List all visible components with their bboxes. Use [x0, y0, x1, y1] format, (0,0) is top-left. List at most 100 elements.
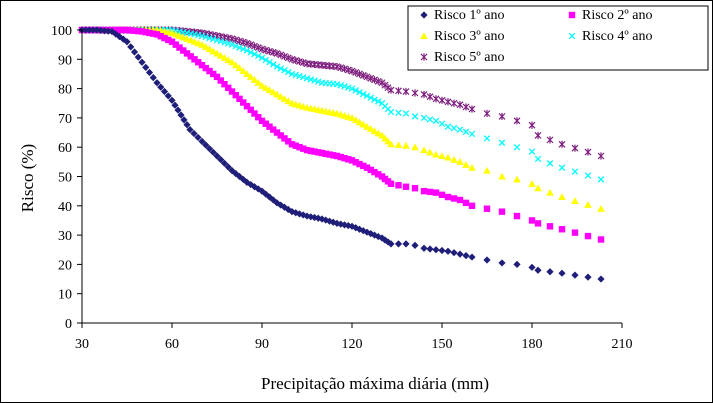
data-point [420, 244, 428, 252]
data-point [198, 137, 206, 145]
data-point [450, 195, 458, 202]
legend-label: Risco 1º ano [434, 8, 504, 23]
data-point [202, 33, 210, 41]
data-point [394, 240, 403, 248]
data-point [513, 260, 521, 268]
data-point [123, 38, 131, 46]
data-point [546, 268, 554, 276]
data-point [468, 130, 476, 138]
data-point [307, 147, 314, 155]
data-point [456, 196, 464, 204]
data-point [180, 47, 187, 54]
data-point [348, 67, 356, 75]
data-point [183, 121, 191, 129]
data-point [468, 253, 476, 261]
x-tick-label: 180 [522, 337, 543, 352]
data-point [468, 163, 476, 171]
data-point [426, 116, 434, 123]
data-point [432, 117, 440, 125]
data-point [149, 74, 157, 82]
y-tick-label: 80 [58, 83, 72, 98]
data-point [546, 188, 554, 196]
data-point [210, 70, 217, 78]
data-point [198, 32, 206, 40]
data-point [426, 148, 434, 156]
data-point [387, 108, 395, 116]
data-point [571, 229, 579, 236]
data-point [296, 72, 303, 80]
data-point [296, 57, 303, 66]
y-tick-label: 40 [58, 200, 72, 215]
data-point [165, 36, 172, 44]
data-point [534, 184, 542, 192]
data-point [205, 145, 214, 153]
data-point [411, 241, 419, 249]
data-point [387, 140, 395, 148]
data-point [239, 45, 247, 53]
data-point [303, 146, 311, 154]
data-point [359, 120, 368, 128]
data-point [228, 58, 236, 66]
data-point [258, 45, 266, 53]
data-point [462, 252, 470, 260]
data-point [438, 152, 446, 160]
data-point [420, 187, 428, 195]
data-point [528, 217, 536, 224]
data-point [266, 47, 273, 55]
data-point [444, 153, 452, 161]
data-point [444, 98, 452, 106]
data-point [198, 61, 206, 69]
x-tick-label: 150 [432, 337, 453, 352]
data-point [356, 160, 363, 168]
data-point [498, 112, 506, 121]
data-point [374, 77, 382, 85]
data-point [220, 159, 229, 167]
data-point [254, 78, 263, 86]
data-point [483, 166, 491, 174]
data-point [261, 84, 270, 91]
data-point [426, 245, 434, 253]
data-point [375, 171, 382, 178]
data-point [483, 256, 491, 264]
data-point [243, 39, 251, 47]
data-point [153, 31, 161, 38]
data-point [221, 81, 228, 88]
data-point [402, 240, 410, 248]
data-point [251, 110, 258, 117]
data-point [217, 38, 225, 45]
data-point [352, 159, 359, 166]
data-point [228, 35, 236, 43]
data-point [266, 123, 273, 130]
data-point [345, 156, 352, 163]
data-point [97, 26, 105, 34]
data-point [330, 152, 337, 159]
data-point [247, 49, 255, 56]
data-point [243, 70, 251, 77]
data-point [450, 124, 458, 132]
data-point [231, 61, 240, 69]
data-point [528, 148, 536, 155]
data-point [498, 172, 506, 180]
data-point [450, 249, 458, 257]
legend-marker [568, 32, 576, 40]
data-point [597, 236, 605, 243]
data-point [142, 28, 149, 36]
data-point [498, 259, 506, 267]
data-point [104, 27, 112, 35]
data-point [246, 73, 255, 80]
data-point [258, 117, 266, 125]
data-point [344, 66, 352, 74]
data-point [348, 157, 356, 164]
data-point [201, 43, 210, 50]
data-point [247, 41, 255, 49]
data-point [243, 47, 251, 54]
data-point [202, 141, 210, 149]
data-point [411, 113, 419, 120]
legend-label: Risco 4º ano [582, 29, 652, 44]
data-point [444, 247, 452, 255]
data-point [341, 65, 348, 73]
data-point [240, 99, 247, 106]
data-point [250, 76, 259, 83]
legend-label: Risco 2º ano [582, 8, 652, 23]
